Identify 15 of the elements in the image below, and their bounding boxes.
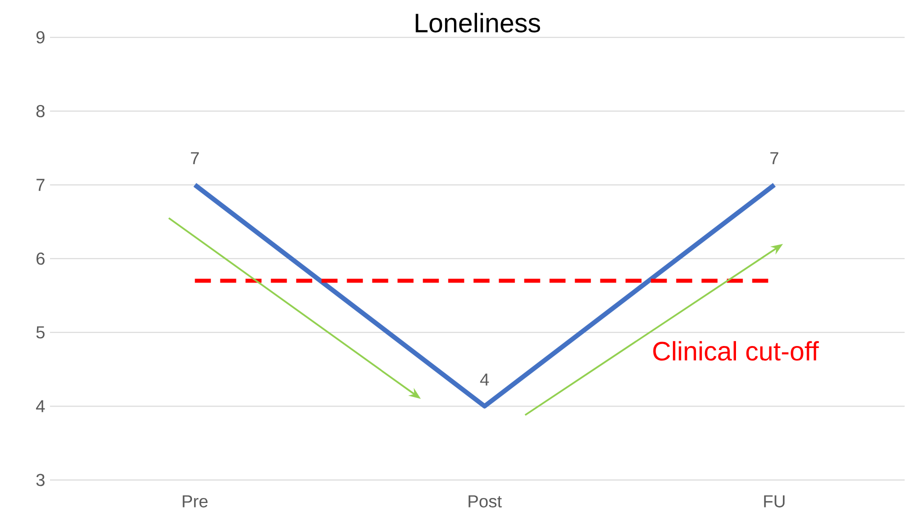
x-tick-label: FU (764, 495, 785, 508)
data-label: 7 (190, 152, 199, 164)
chart-title: Loneliness (416, 12, 540, 32)
y-tick-label: 7 (36, 178, 44, 191)
x-tick-label: Post (468, 495, 502, 508)
y-tick-label: 3 (36, 474, 45, 486)
y-tick-label: 8 (36, 104, 45, 118)
y-tick-label: 9 (36, 31, 44, 44)
x-tick-label: Pre (182, 495, 208, 508)
data-label: 7 (770, 152, 778, 164)
ref-line-label: Clinical cut-off (653, 341, 819, 361)
y-tick-label: 4 (36, 400, 45, 412)
data-label: 4 (480, 374, 489, 386)
y-tick-label: 5 (36, 326, 45, 338)
y-tick-label: 6 (36, 252, 45, 265)
